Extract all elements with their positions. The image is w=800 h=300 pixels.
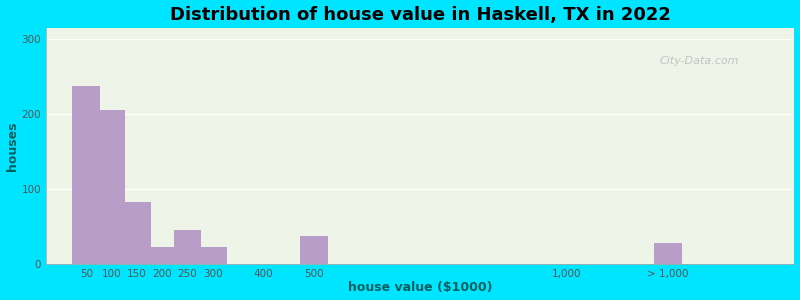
Bar — [98, 110, 126, 264]
Text: City-Data.com: City-Data.com — [660, 56, 739, 66]
X-axis label: house value ($1000): house value ($1000) — [348, 281, 492, 294]
Y-axis label: houses: houses — [6, 121, 18, 171]
Bar — [148, 247, 176, 264]
Bar — [174, 230, 202, 264]
Title: Distribution of house value in Haskell, TX in 2022: Distribution of house value in Haskell, … — [170, 6, 670, 24]
Bar — [199, 247, 226, 264]
Bar — [300, 236, 328, 264]
Bar — [654, 243, 682, 264]
Bar — [72, 85, 100, 264]
Bar — [123, 202, 150, 264]
